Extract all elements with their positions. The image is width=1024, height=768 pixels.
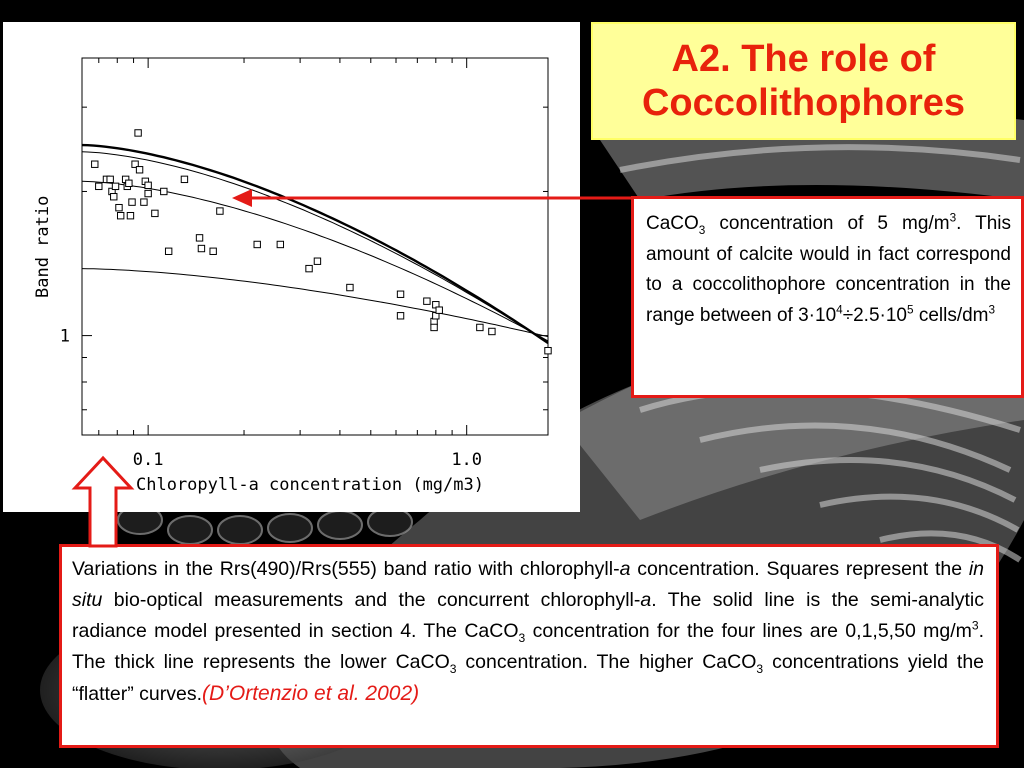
- figure-caption-box: Variations in the Rrs(490)/Rrs(555) band…: [59, 544, 999, 748]
- y-tick-label: 1: [60, 327, 70, 347]
- data-point: [110, 193, 118, 201]
- x-tick-label: 0.1: [133, 450, 164, 470]
- data-point: [544, 346, 552, 355]
- model-curve-caco3-50: [81, 268, 549, 338]
- band-ratio-chart-panel: 0.1 1.0 1 Chloropyll-a concentration (mg/…: [3, 22, 580, 512]
- data-point: [209, 247, 217, 255]
- data-point: [305, 264, 313, 273]
- data-point: [346, 283, 354, 292]
- data-point: [180, 175, 189, 184]
- data-point: [216, 207, 224, 215]
- data-point: [135, 166, 144, 174]
- data-point: [396, 312, 405, 320]
- data-point: [195, 234, 204, 242]
- y-tick-labels: 1: [60, 327, 70, 347]
- data-point: [423, 297, 431, 305]
- data-point: [151, 209, 159, 218]
- slide-title-box: A2. The role of Coccolithophores: [591, 22, 1016, 140]
- data-point: [125, 179, 133, 188]
- data-point: [435, 306, 443, 314]
- data-point: [144, 189, 152, 198]
- data-point: [111, 182, 120, 191]
- x-ticks: [98, 58, 468, 435]
- data-point: [134, 129, 142, 137]
- caco3-note-text: CaCO3 concentration of 5 mg/m3. This amo…: [646, 211, 1011, 326]
- data-point: [276, 240, 285, 249]
- in-situ-points: [91, 129, 552, 355]
- band-ratio-chart: 0.1 1.0 1 Chloropyll-a concentration (mg/…: [33, 57, 552, 495]
- data-point: [396, 290, 405, 298]
- x-axis-label: Chloropyll-a concentration (mg/m3): [136, 475, 484, 495]
- data-point: [144, 181, 152, 190]
- y-ticks: [82, 106, 548, 411]
- data-point: [430, 323, 438, 332]
- data-point: [116, 211, 125, 220]
- x-tick-label: 1.0: [451, 450, 482, 470]
- data-point: [126, 211, 135, 220]
- slide-title: A2. The role of Coccolithophores: [641, 38, 966, 124]
- data-point: [128, 198, 136, 206]
- model-curve-caco3-0: [81, 143, 549, 344]
- data-point: [476, 323, 484, 332]
- x-tick-labels: 0.1 1.0: [133, 450, 482, 470]
- data-point: [95, 182, 103, 191]
- data-point: [313, 257, 322, 265]
- y-axis-label: Band ratio: [33, 196, 53, 298]
- data-point: [488, 327, 496, 336]
- model-curve-caco3-1: [81, 151, 549, 344]
- reference-citation: (D’Ortenzio et al. 2002): [202, 682, 420, 705]
- caco3-note-box: CaCO3 concentration of 5 mg/m3. This amo…: [631, 196, 1024, 398]
- data-point: [164, 247, 173, 255]
- data-point: [140, 198, 148, 206]
- figure-caption-text: Variations in the Rrs(490)/Rrs(555) band…: [72, 558, 985, 705]
- data-point: [197, 244, 206, 253]
- model-curve-caco3-5: [81, 180, 549, 342]
- plot-frame: [81, 57, 549, 436]
- model-curves: [81, 143, 549, 344]
- data-point: [91, 160, 99, 168]
- data-point: [160, 187, 168, 196]
- data-point: [115, 203, 123, 212]
- data-point: [253, 240, 261, 249]
- data-point: [131, 160, 139, 168]
- data-point: [106, 175, 114, 184]
